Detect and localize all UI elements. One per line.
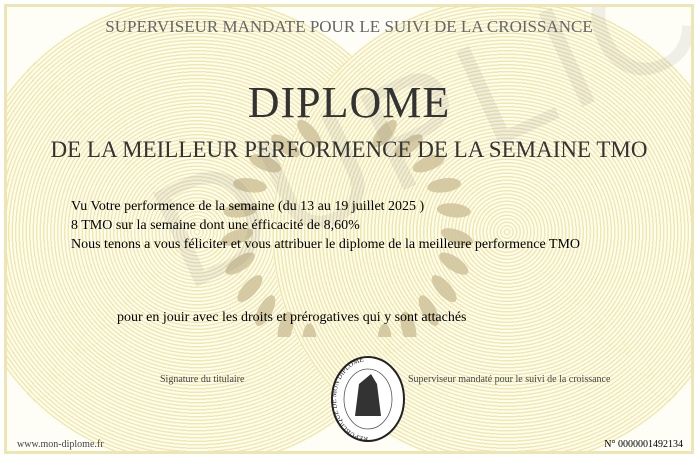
page-title: DIPLOME [247, 78, 451, 127]
website-link[interactable]: www.mon-diplome.fr [17, 439, 104, 450]
laurel-leaf [436, 203, 471, 218]
laurel-leaf [249, 154, 282, 173]
diploma-body: Vu Votre performence de la semaine (du 1… [71, 197, 580, 254]
laurel-leaf [277, 311, 294, 337]
supervisor-signature-label: Superviseur mandaté pour le suivi de la … [408, 374, 611, 385]
laurel-leaf [237, 275, 263, 303]
laurel-leaf [255, 295, 276, 326]
laurel-leaf [220, 228, 254, 246]
seal-icon: REPUBLIQUE DE MON DIPLOME [330, 355, 405, 443]
laurel-leaf [225, 252, 255, 275]
laurel-leaf [412, 154, 445, 173]
laurel-leaf [223, 203, 258, 218]
diploma-frame: DUPLICATA SUPERVISEUR MANDATE POUR LE SU… [4, 4, 694, 454]
diploma-number: N° 0000001492134 [604, 439, 683, 450]
laurel-leaf [377, 323, 392, 337]
laurel-leaf [372, 119, 397, 148]
holder-signature-label: Signature du titulaire [160, 374, 245, 385]
laurel-leaf [297, 119, 322, 148]
subtitle: DE LA MEILLEUR PERFORMENCE DE LA SEMAINE… [50, 137, 648, 162]
laurel-leaf [431, 275, 457, 303]
laurel-leaf [271, 134, 300, 158]
laurel-leaf [233, 178, 267, 193]
supervisor-header: SUPERVISEUR MANDATE POUR LE SUIVI DE LA … [105, 17, 593, 36]
laurel-leaf [400, 311, 417, 337]
body-line: 8 TMO sur la semaine dont une éfficacité… [71, 218, 360, 233]
body-line: Nous tenons a vous féliciter et vous att… [71, 237, 581, 252]
laurel-leaf [439, 252, 469, 275]
laurel-leaf [302, 323, 317, 337]
laurel-leaf [418, 295, 439, 326]
laurel-leaf [394, 134, 423, 158]
body-line: Vu Votre performence de la semaine (du 1… [71, 199, 425, 214]
laurel-leaf [440, 228, 474, 246]
laurel-leaf [427, 178, 461, 193]
closing-text: pour en jouir avec les droits et préroga… [117, 310, 467, 325]
laurel-wreath-icon [220, 119, 474, 337]
